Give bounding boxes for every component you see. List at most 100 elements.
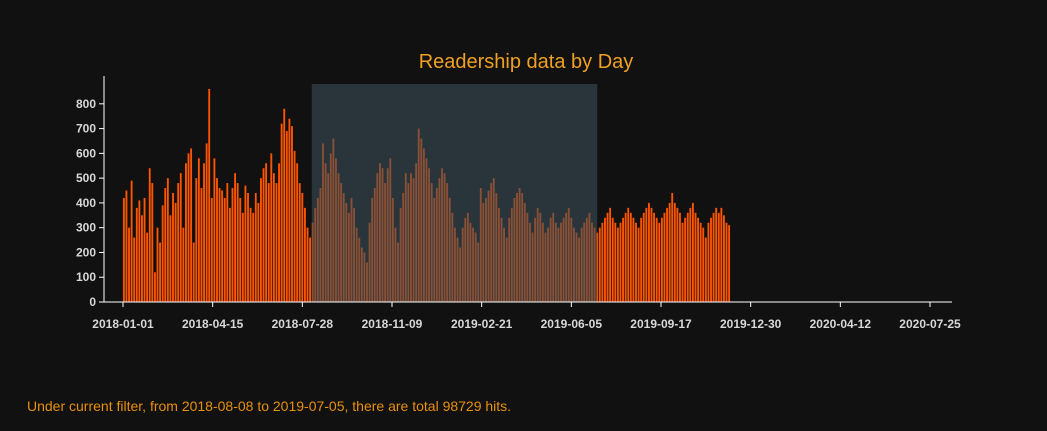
x-tick-label: 2020-07-25 bbox=[899, 317, 961, 331]
bar bbox=[668, 202, 671, 302]
bar bbox=[143, 197, 146, 302]
x-tick-label: 2018-04-15 bbox=[182, 317, 244, 331]
bar bbox=[627, 207, 630, 302]
bar bbox=[138, 200, 141, 302]
bar bbox=[153, 272, 156, 302]
bar bbox=[241, 212, 244, 302]
bar bbox=[619, 222, 622, 302]
bar bbox=[596, 232, 599, 302]
bar bbox=[280, 123, 283, 302]
brush-selection[interactable] bbox=[311, 84, 598, 302]
y-tick-label: 100 bbox=[76, 270, 96, 284]
bar bbox=[135, 207, 138, 302]
bar bbox=[663, 212, 666, 302]
y-tick-label: 300 bbox=[76, 221, 96, 235]
bar bbox=[146, 232, 149, 302]
bar bbox=[632, 217, 635, 302]
bar bbox=[712, 212, 715, 302]
bar bbox=[141, 215, 143, 302]
bar bbox=[704, 237, 707, 302]
bar bbox=[200, 188, 203, 302]
x-tick-label: 2018-07-28 bbox=[272, 317, 334, 331]
bar bbox=[296, 163, 299, 302]
bar bbox=[231, 188, 234, 302]
x-axis: 2018-01-01 2018-04-15 2018-07-28 2018-11-09… bbox=[92, 301, 961, 331]
bar bbox=[262, 168, 265, 302]
bar bbox=[699, 222, 702, 302]
bar bbox=[122, 197, 125, 302]
bar bbox=[216, 178, 218, 302]
bar bbox=[291, 126, 293, 302]
bar bbox=[710, 217, 712, 302]
bar bbox=[239, 197, 242, 302]
y-tick-label: 800 bbox=[76, 97, 96, 111]
bar bbox=[177, 183, 180, 302]
bar bbox=[293, 150, 296, 302]
filter-summary-text: Under current filter, from 2018-08-08 to… bbox=[27, 398, 512, 414]
bar bbox=[249, 207, 252, 302]
bar bbox=[192, 242, 195, 302]
bar bbox=[598, 227, 601, 302]
bar bbox=[205, 143, 208, 302]
bar bbox=[728, 225, 731, 302]
bar bbox=[624, 212, 627, 302]
bar bbox=[306, 227, 309, 302]
x-tick-label: 2018-11-09 bbox=[362, 317, 423, 331]
bar bbox=[244, 185, 247, 302]
bar bbox=[195, 178, 198, 302]
bar bbox=[303, 207, 306, 302]
bar bbox=[660, 217, 663, 302]
bar bbox=[285, 131, 288, 302]
bar bbox=[236, 183, 239, 302]
bar bbox=[720, 207, 723, 302]
bar bbox=[278, 163, 280, 302]
bar bbox=[723, 215, 725, 302]
bar bbox=[606, 212, 609, 302]
bar bbox=[640, 217, 643, 302]
bar bbox=[172, 193, 174, 302]
bar bbox=[151, 183, 154, 302]
bar bbox=[604, 217, 606, 302]
bar bbox=[301, 193, 304, 302]
bar bbox=[679, 212, 681, 302]
bar bbox=[156, 227, 159, 302]
bar bbox=[673, 202, 676, 302]
bar bbox=[601, 222, 604, 302]
bar bbox=[223, 197, 226, 302]
bar bbox=[609, 207, 612, 302]
bar bbox=[166, 178, 169, 302]
bar bbox=[715, 207, 718, 302]
bar bbox=[309, 237, 312, 302]
y-tick-label: 0 bbox=[89, 295, 96, 309]
bar bbox=[228, 207, 231, 302]
x-tick-label: 2019-09-17 bbox=[630, 317, 692, 331]
x-tick-label: 2018-01-01 bbox=[92, 317, 154, 331]
bar bbox=[260, 178, 262, 302]
bar bbox=[190, 148, 193, 302]
bar bbox=[187, 153, 190, 302]
bar bbox=[234, 173, 237, 302]
bar bbox=[288, 118, 291, 303]
bar bbox=[203, 163, 205, 302]
bar bbox=[298, 183, 301, 302]
bar bbox=[622, 217, 624, 302]
bar bbox=[174, 202, 177, 302]
bar bbox=[169, 215, 172, 302]
bar bbox=[637, 227, 640, 302]
bar bbox=[182, 227, 185, 302]
bar bbox=[702, 227, 705, 302]
bar bbox=[133, 237, 136, 302]
bar bbox=[686, 212, 689, 302]
bar bbox=[148, 168, 151, 302]
bar bbox=[179, 173, 182, 302]
y-tick-label: 200 bbox=[76, 245, 96, 259]
bar bbox=[614, 222, 617, 302]
y-tick-label: 700 bbox=[76, 122, 96, 136]
y-tick-label: 500 bbox=[76, 171, 96, 185]
x-tick-label: 2019-12-30 bbox=[720, 317, 782, 331]
bar bbox=[257, 202, 260, 302]
bar bbox=[208, 88, 211, 302]
bar bbox=[164, 188, 167, 302]
bar bbox=[247, 193, 249, 302]
